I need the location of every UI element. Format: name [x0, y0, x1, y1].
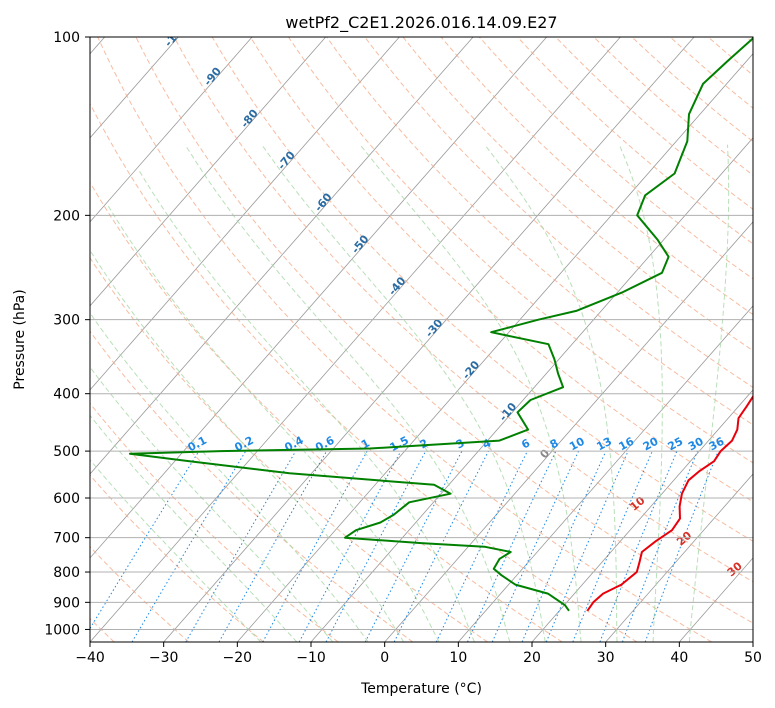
isotherm-line [384, 221, 753, 642]
moist-adiabat-line [90, 249, 405, 642]
x-axis-label: Temperature (°C) [360, 681, 482, 697]
gridlines [90, 37, 753, 630]
dry-adiabat-line [631, 37, 753, 143]
dry-adiabat-line [90, 402, 339, 642]
y-tick-label: 700 [53, 531, 80, 547]
y-tick-label: 600 [53, 491, 80, 507]
isotherm-line [90, 37, 253, 223]
y-tick-label: 500 [53, 444, 80, 460]
dry-adiabat-line [364, 37, 753, 388]
mixing-ratio-label: 20 [641, 435, 661, 454]
y-axis-ticks: 100 200 300 400 500 600 700 800 900 1000 [44, 30, 90, 638]
dry-adiabat-line [440, 37, 753, 316]
dry-adiabat-line [97, 37, 712, 642]
isotherm-line [90, 37, 327, 307]
mixing-ratio-line [90, 450, 200, 630]
mixing-ratio-line [131, 450, 247, 642]
isotherm-line [90, 37, 621, 642]
moist-adiabat-line [184, 144, 511, 642]
isotherm-line [90, 37, 548, 559]
y-tick-label: 900 [53, 595, 80, 611]
mixing-ratio-line [262, 450, 368, 642]
y-tick-label: 400 [53, 387, 80, 403]
isotherm-line [90, 37, 474, 475]
moist-adiabat-line [359, 144, 582, 642]
y-tick-label: 1000 [44, 622, 80, 638]
y-axis-label: Pressure (hPa) [12, 289, 28, 389]
mixing-ratio-line [467, 450, 557, 642]
mixing-ratio-label: 30 [686, 435, 706, 454]
y-tick-label: 800 [53, 565, 80, 581]
mixing-ratio-line [298, 450, 402, 642]
dry-adiabat-line [402, 37, 753, 352]
dewpoint-line [128, 37, 753, 612]
mixing-ratio-line [185, 450, 297, 642]
x-tick-label: 20 [523, 650, 541, 666]
x-tick-label: −40 [75, 650, 105, 666]
isotherm-line [531, 389, 753, 642]
mixing-ratio-line [393, 450, 489, 642]
dry-adiabat-line [593, 37, 753, 176]
x-tick-label: −30 [149, 650, 179, 666]
dry-adiabat-line [173, 37, 753, 583]
dry-adiabat-line [288, 37, 753, 464]
dry-adiabat-line [555, 37, 753, 210]
dry-adiabat-line [90, 330, 414, 642]
mixing-ratio-line [218, 450, 328, 642]
dry-adiabat-line [90, 257, 488, 642]
mixing-ratio-line [545, 450, 629, 642]
dry-adiabat-line [90, 102, 638, 642]
dry-adiabat-line [326, 37, 753, 426]
x-tick-label: −20 [223, 650, 253, 666]
moist-adiabat-line [138, 170, 475, 642]
profile-lines [128, 37, 753, 612]
x-tick-label: −10 [296, 650, 326, 666]
moist-adiabat-line [261, 144, 546, 642]
y-tick-label: 100 [53, 30, 80, 46]
x-tick-label: 30 [597, 650, 615, 666]
moist-adiabat-line [90, 312, 369, 642]
mixing-ratio-label: 10 [567, 435, 587, 454]
mixing-ratio-label: 13 [594, 435, 614, 454]
mixing-ratio-line [572, 450, 653, 642]
moist-adiabat-line [90, 459, 262, 642]
dry-adiabat-line [517, 37, 753, 245]
mixing-ratio-line [491, 450, 580, 642]
y-tick-label: 200 [53, 208, 80, 224]
moist-adiabat-line [90, 366, 334, 642]
mixing-ratio-label: 36 [707, 435, 727, 454]
x-tick-label: 0 [380, 650, 389, 666]
moist-adiabat-line [90, 414, 298, 642]
x-tick-label: 40 [670, 650, 688, 666]
isotherm-line [457, 305, 753, 642]
chart-title: wetPf2_C2E1.2026.016.14.09.E27 [285, 13, 557, 33]
dry-adiabat-line [249, 37, 753, 503]
reference-lines [90, 37, 753, 642]
dry-adiabat-line [478, 37, 753, 280]
mixing-ratio-label: 25 [666, 435, 686, 454]
x-tick-label: 10 [449, 650, 467, 666]
isotherm-line [163, 37, 695, 642]
plot-frame [89, 36, 754, 643]
mixing-ratio-label: 16 [617, 435, 637, 454]
temperature-line [586, 394, 753, 612]
isotherm-line [90, 37, 400, 391]
isotherm-line [236, 53, 753, 642]
isotherm-line [605, 473, 753, 642]
y-tick-label: 300 [53, 313, 80, 329]
x-tick-label: 50 [744, 650, 762, 666]
moist-adiabat-line [688, 144, 730, 642]
dry-adiabat-line [135, 37, 753, 624]
x-axis-ticks: −40 −30 −20 −10 0 10 20 30 40 50 [75, 642, 762, 666]
moist-adiabat-line [484, 144, 618, 642]
